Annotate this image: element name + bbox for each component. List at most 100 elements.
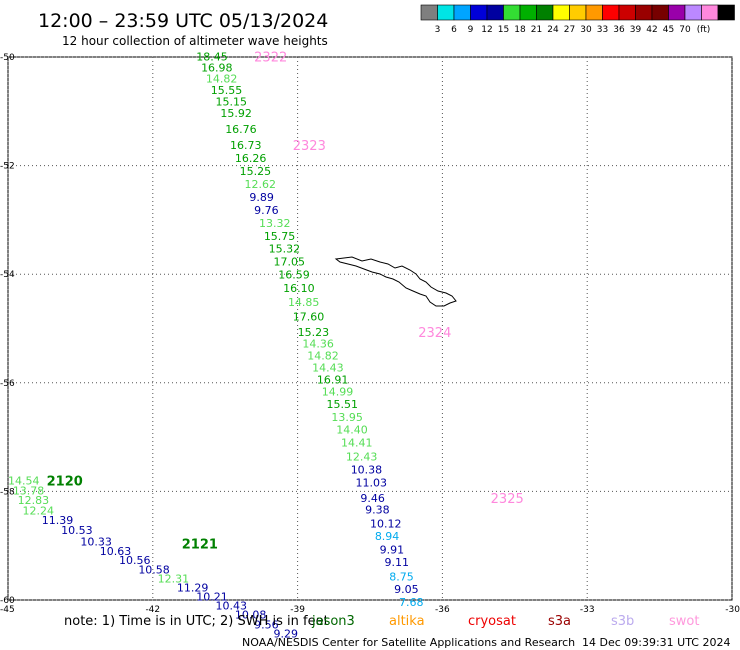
swh-value-label: 14.43 xyxy=(312,362,344,375)
pass-number-label: 2325 xyxy=(491,492,524,507)
swh-value-label: 9.05 xyxy=(394,583,419,596)
swh-value-label: 10.38 xyxy=(351,464,383,477)
legend-swatch xyxy=(684,4,702,21)
legend-tick-label: 3 xyxy=(435,25,441,35)
swh-value-label: 15.51 xyxy=(327,398,359,411)
pass-number-labels: 2322 2323 2324 2325 2120 2121 xyxy=(47,50,524,552)
footer-note: note: 1) Time is in UTC; 2) SWH is in fe… xyxy=(64,614,329,629)
pass-number-label: 2324 xyxy=(418,326,451,341)
swh-value-label: 10.33 xyxy=(80,535,112,548)
swh-value-label: 10.63 xyxy=(100,545,132,558)
y-tick-label: -56 xyxy=(0,379,15,389)
satellite-legend-item: jason3 xyxy=(311,614,355,629)
legend-swatch xyxy=(486,4,504,21)
legend-swatch xyxy=(503,4,521,21)
legend-swatch xyxy=(618,4,636,21)
pass-number-label: 2121 xyxy=(182,538,218,553)
chart-title: 12:00 – 23:59 UTC 05/13/2024 xyxy=(38,10,328,32)
swh-value-label: 17.60 xyxy=(293,311,325,324)
legend-tick-label: 12 xyxy=(481,25,492,35)
swh-value-label: 11.03 xyxy=(356,477,388,490)
y-tick-label: -52 xyxy=(0,162,15,172)
swh-value-label: 12.62 xyxy=(245,178,276,191)
satellite-legend-item: altika xyxy=(389,614,425,629)
swh-value-label: 18.45 xyxy=(196,50,228,63)
legend-tick-label: 30 xyxy=(580,25,592,35)
swh-value-label: 16.26 xyxy=(235,152,267,165)
swh-value-label: 9.76 xyxy=(254,204,279,217)
legend-swatch xyxy=(519,4,537,21)
swh-value-label: 16.76 xyxy=(225,123,257,136)
footer-timestamp: 14 Dec 09:39:31 UTC 2024 xyxy=(582,636,730,649)
chart-subtitle: 12 hour collection of altimeter wave hei… xyxy=(62,34,328,48)
pass-number-label: 2120 xyxy=(47,475,83,490)
legend-tick-label: 9 xyxy=(468,25,474,35)
y-tick-label: -58 xyxy=(0,487,15,497)
legend-swatch xyxy=(635,4,653,21)
swh-value-label: 10.21 xyxy=(196,591,228,604)
legend-swatch xyxy=(437,4,455,21)
swh-value-label: 9.11 xyxy=(384,556,409,569)
swh-value-label: 9.89 xyxy=(249,191,273,204)
swh-value-label: 14.36 xyxy=(302,338,334,351)
grid-lines xyxy=(7,56,733,601)
legend-tick-label: 33 xyxy=(597,25,608,35)
swh-value-label: 9.46 xyxy=(360,492,385,505)
y-tick-label: -60 xyxy=(0,596,15,606)
x-tick-label: -33 xyxy=(580,605,595,615)
legend-swatch xyxy=(569,4,587,21)
y-tick-label: -50 xyxy=(0,53,15,63)
legend-tick-label: 21 xyxy=(531,25,542,35)
legend-tick-label: 15 xyxy=(498,25,509,35)
swh-value-label: 14.99 xyxy=(322,385,354,398)
footer-credit: NOAA/NESDIS Center for Satellite Applica… xyxy=(242,636,575,649)
swh-value-label: 16.10 xyxy=(283,282,315,295)
satellite-legend-item: cryosat xyxy=(468,614,516,629)
satellite-legend: jason3 altika cryosat s3a s3b swot xyxy=(311,614,699,629)
swh-value-label: 17.05 xyxy=(273,256,305,269)
legend-swatch xyxy=(651,4,669,21)
swh-value-label: 15.75 xyxy=(264,230,296,243)
swh-value-label: 14.85 xyxy=(288,296,320,309)
swh-value-label: 16.98 xyxy=(201,61,233,74)
swh-value-label: 11.29 xyxy=(177,582,209,595)
swh-value-label: 9.91 xyxy=(380,544,405,557)
legend-tick-label: 18 xyxy=(514,25,526,35)
swh-value-label: 15.55 xyxy=(211,84,243,97)
plot-border xyxy=(7,56,733,601)
legend-swatch xyxy=(552,4,570,21)
swh-value-label: 9.56 xyxy=(254,618,279,631)
swh-value-label: 10.43 xyxy=(216,599,248,612)
x-tick-label: -39 xyxy=(290,605,305,615)
legend-swatch xyxy=(585,4,603,21)
legend-tick-label: 39 xyxy=(630,25,642,35)
swh-value-label: 15.25 xyxy=(240,165,272,178)
swh-value-label: 9.29 xyxy=(273,628,298,641)
legend-swatch xyxy=(701,4,719,21)
swh-value-label: 12.31 xyxy=(158,572,190,585)
legend-tick-label: 27 xyxy=(564,25,575,35)
swh-value-label: 14.41 xyxy=(341,437,373,450)
swh-value-label: 11.39 xyxy=(42,514,74,527)
legend-tick-label: 36 xyxy=(613,25,625,35)
x-tick-label: -45 xyxy=(0,605,15,615)
legend-swatch xyxy=(420,4,438,21)
swh-value-label: 13.95 xyxy=(331,411,363,424)
swh-value-label: 14.54 xyxy=(8,475,40,488)
swh-value-label: 10.08 xyxy=(235,609,267,622)
swh-value-label: 15.32 xyxy=(269,243,301,256)
swh-value-label: 10.12 xyxy=(370,517,402,530)
swh-value-label: 12.83 xyxy=(18,494,50,507)
swh-value-label: 12.24 xyxy=(22,504,54,517)
swh-value-label: 8.94 xyxy=(375,530,400,543)
swh-value-label: 10.53 xyxy=(61,524,93,537)
legend-tick-label: 70 xyxy=(679,25,691,35)
swh-value-label: 15.15 xyxy=(216,96,248,109)
satellite-legend-item: s3b xyxy=(611,614,634,629)
legend-tick-label: 6 xyxy=(451,25,457,35)
axis-tick-labels: -45 -42 -39 -36 -33 -30 -50 -52 -54 -56 -58 -60 xyxy=(0,53,740,615)
x-tick-label: -30 xyxy=(725,605,740,615)
legend-tick-labels: 3 6 9 12 15 18 21 24 27 30 33 36 39 42 45 70 (ft) xyxy=(435,25,711,35)
legend-swatch xyxy=(717,4,735,21)
